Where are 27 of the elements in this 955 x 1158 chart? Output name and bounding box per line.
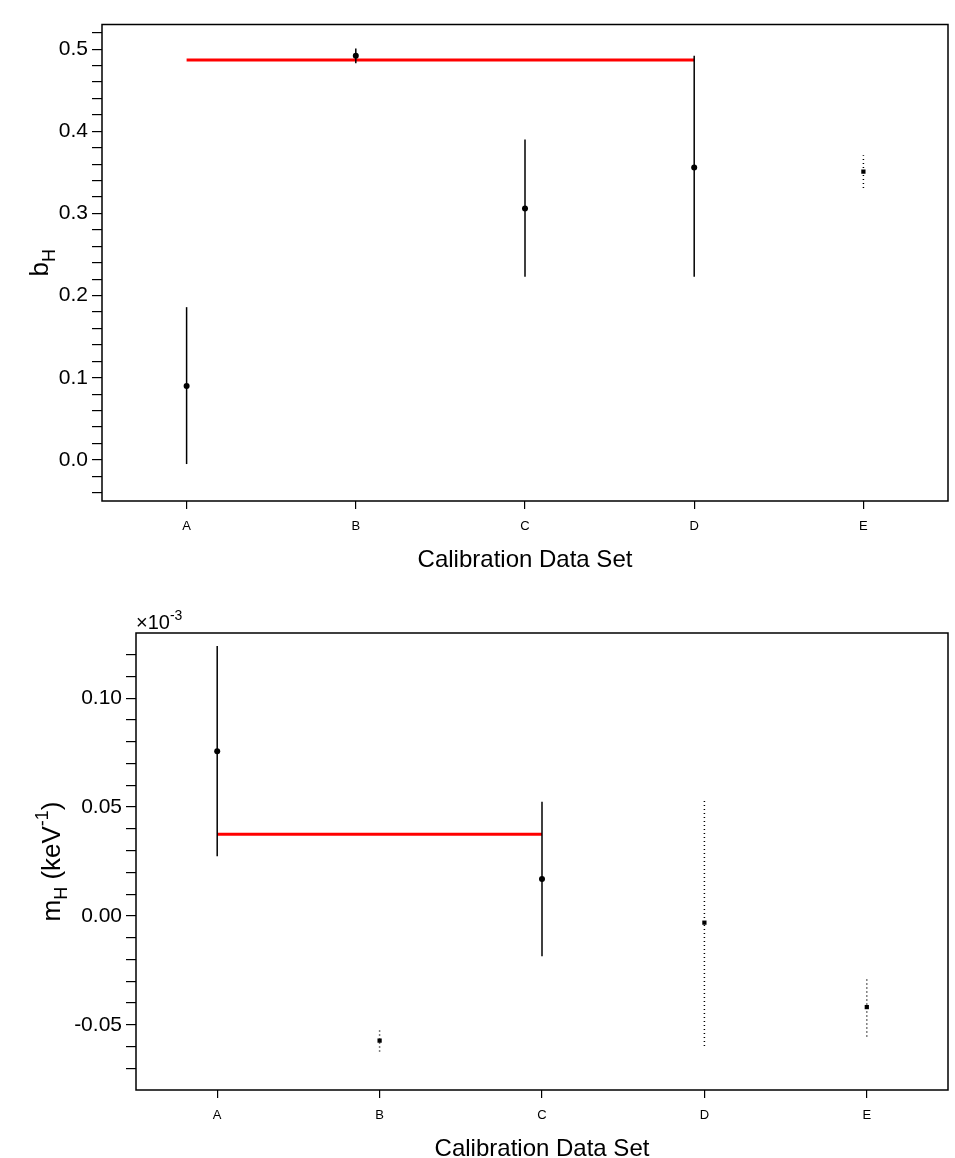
x-axis-title: Calibration Data Set [434,1134,650,1158]
y-axis-title: bH [24,249,59,277]
x-tick-label: E [859,518,869,534]
y-tick-label: 0.05 [81,793,122,817]
y-tick-label: 0.4 [58,118,89,142]
y-tick-label: -0.05 [74,1011,122,1035]
y-tick-label: 0.2 [58,282,88,306]
x-tick-label: D [699,1107,710,1123]
x-tick-label: B [375,1107,384,1123]
x-tick-label: A [212,1107,222,1123]
y-axis-title: mH (keV-1) [32,801,71,922]
x-tick-label: A [182,518,192,534]
x-tick-label: C [537,1107,547,1123]
y-tick-label: 0.1 [58,364,88,388]
x-axis-title: Calibration Data Set [417,545,633,572]
point [377,1038,382,1043]
y-tick-label: 0.00 [81,902,122,926]
y-tick-label: 0.10 [81,685,122,709]
y-tick-label: 0.5 [58,36,88,60]
x-tick-label: E [862,1107,872,1123]
x-tick-label: B [351,518,361,534]
point [702,920,707,925]
point [861,169,866,174]
y-tick-label: 0.0 [58,446,88,470]
y-tick-label: 0.3 [58,200,88,224]
x-tick-label: C [520,518,530,534]
x-tick-label: D [689,518,699,534]
